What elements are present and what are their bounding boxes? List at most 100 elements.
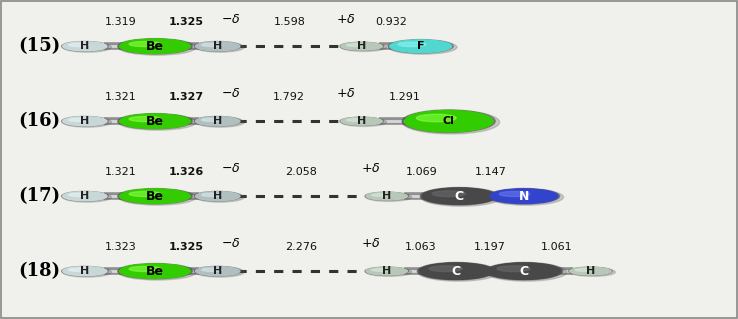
Text: H: H (213, 116, 222, 126)
Text: Be: Be (146, 265, 164, 278)
Text: Be: Be (146, 115, 164, 128)
Ellipse shape (63, 192, 111, 202)
Text: 1.321: 1.321 (104, 167, 137, 177)
Ellipse shape (118, 189, 192, 204)
Ellipse shape (201, 268, 221, 271)
Text: H: H (382, 191, 391, 201)
Ellipse shape (365, 192, 408, 200)
Ellipse shape (120, 39, 190, 54)
Text: F: F (417, 41, 424, 51)
Text: 1.598: 1.598 (273, 17, 306, 27)
Ellipse shape (61, 41, 108, 51)
Ellipse shape (129, 266, 161, 271)
Ellipse shape (63, 42, 107, 51)
Ellipse shape (201, 118, 221, 122)
Text: 1.063: 1.063 (405, 242, 436, 252)
Ellipse shape (570, 268, 615, 276)
Text: (15): (15) (18, 37, 61, 55)
Ellipse shape (194, 266, 241, 276)
Ellipse shape (489, 189, 564, 205)
Ellipse shape (366, 193, 412, 201)
Text: 1.197: 1.197 (473, 242, 506, 252)
Ellipse shape (402, 110, 495, 132)
Text: 1.323: 1.323 (104, 242, 137, 252)
Text: 0.932: 0.932 (375, 17, 407, 27)
Ellipse shape (486, 263, 567, 281)
Ellipse shape (366, 268, 412, 276)
Ellipse shape (432, 191, 466, 197)
Ellipse shape (402, 110, 500, 134)
Ellipse shape (341, 118, 387, 126)
Ellipse shape (63, 42, 111, 52)
Text: Be: Be (146, 40, 164, 53)
Text: H: H (357, 116, 366, 126)
Ellipse shape (341, 42, 382, 50)
Ellipse shape (388, 40, 453, 53)
Text: $+\delta$: $+\delta$ (337, 12, 356, 26)
Text: H: H (382, 266, 391, 276)
Ellipse shape (419, 263, 493, 279)
Ellipse shape (120, 189, 190, 204)
Text: N: N (519, 190, 529, 203)
Ellipse shape (347, 119, 365, 122)
Text: H: H (80, 116, 89, 126)
Text: 2.276: 2.276 (285, 242, 317, 252)
Ellipse shape (63, 267, 107, 276)
Ellipse shape (372, 194, 390, 197)
Ellipse shape (129, 191, 161, 197)
Ellipse shape (129, 41, 161, 47)
Ellipse shape (499, 191, 530, 197)
Text: $-\delta$: $-\delta$ (221, 87, 241, 100)
Ellipse shape (487, 263, 561, 279)
Text: Be: Be (146, 190, 164, 203)
Ellipse shape (340, 117, 383, 125)
Ellipse shape (118, 263, 192, 279)
Ellipse shape (347, 44, 365, 47)
Ellipse shape (63, 117, 111, 127)
Text: 1.321: 1.321 (104, 92, 137, 102)
Text: (16): (16) (18, 112, 61, 130)
Ellipse shape (341, 117, 382, 125)
Ellipse shape (118, 264, 196, 280)
Ellipse shape (61, 116, 108, 126)
Text: H: H (80, 266, 89, 276)
Ellipse shape (61, 266, 108, 276)
Text: $-\delta$: $-\delta$ (221, 12, 241, 26)
Ellipse shape (340, 42, 383, 50)
Ellipse shape (118, 39, 196, 55)
Ellipse shape (69, 43, 89, 47)
Ellipse shape (196, 117, 240, 126)
Ellipse shape (129, 116, 161, 122)
Ellipse shape (372, 269, 390, 271)
Ellipse shape (201, 193, 221, 197)
Ellipse shape (194, 41, 241, 51)
Ellipse shape (404, 110, 493, 132)
Ellipse shape (341, 43, 387, 51)
Ellipse shape (69, 268, 89, 271)
Text: 1.069: 1.069 (406, 167, 438, 177)
Text: 1.326: 1.326 (168, 167, 204, 177)
Ellipse shape (422, 188, 496, 204)
Ellipse shape (196, 192, 240, 201)
Text: Cl: Cl (443, 116, 455, 126)
Text: (17): (17) (18, 187, 61, 205)
Ellipse shape (118, 189, 196, 205)
Ellipse shape (118, 114, 192, 129)
Ellipse shape (194, 191, 241, 201)
Text: 1.325: 1.325 (168, 242, 204, 252)
Text: $+\delta$: $+\delta$ (361, 237, 380, 250)
Ellipse shape (365, 267, 408, 275)
Ellipse shape (196, 267, 244, 277)
Ellipse shape (196, 42, 240, 51)
Ellipse shape (196, 42, 244, 52)
Ellipse shape (63, 117, 107, 126)
Ellipse shape (69, 118, 89, 122)
Text: C: C (455, 190, 463, 203)
Text: (18): (18) (18, 262, 61, 280)
Text: H: H (80, 191, 89, 201)
Text: H: H (213, 41, 222, 51)
Text: 1.061: 1.061 (541, 242, 572, 252)
Ellipse shape (69, 193, 89, 197)
Ellipse shape (196, 267, 240, 276)
Text: H: H (357, 41, 366, 51)
